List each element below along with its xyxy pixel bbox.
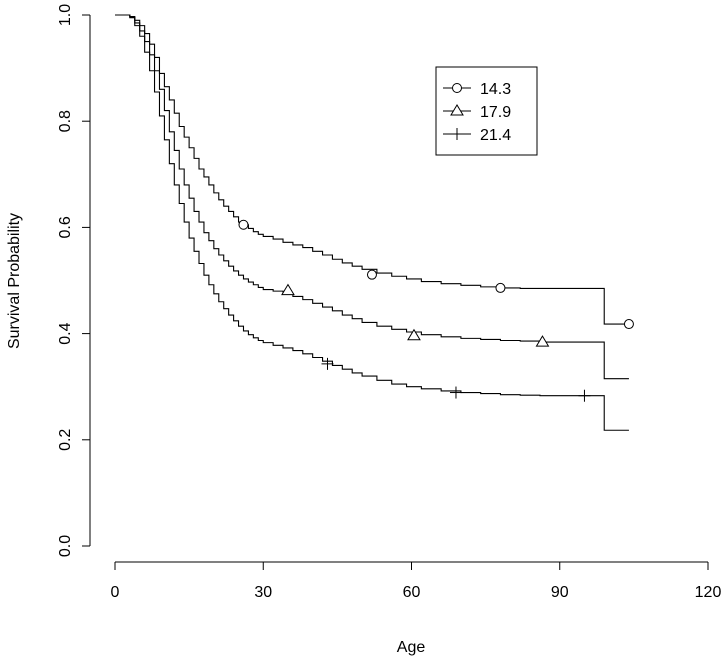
marker-21.4 [321,357,334,370]
marker-14.3 [623,319,634,330]
marker-14.3 [495,282,506,293]
legend-label: 17.9 [480,104,511,121]
marker-21.4 [449,386,462,399]
y-tick-label: 0.0 [57,535,74,557]
x-tick-label: 120 [695,584,722,601]
legend-marker-14.3 [452,83,462,93]
y-tick-label: 0.6 [57,216,74,238]
survival-curves [115,14,629,431]
marker-17.9 [535,335,550,347]
y-tick-label: 0.8 [57,110,74,132]
x-tick-label: 60 [403,584,421,601]
y-tick-label: 1.0 [57,4,74,26]
y-tick-label: 0.2 [57,429,74,451]
marker-14.3 [238,219,249,230]
y-axis-label: Survival Probability [6,213,23,349]
legend-label: 14.3 [480,81,511,98]
marker-17.9 [281,283,295,296]
x-tick-label: 0 [111,584,120,601]
legend-label: 21.4 [480,127,511,144]
curve-17.9 [115,14,629,380]
y-tick-label: 0.4 [57,322,74,344]
curve-14.3 [115,14,629,325]
marker-14.3 [366,269,377,280]
curve-21.4 [115,14,629,431]
censor-markers [238,219,634,402]
x-tick-label: 90 [551,584,569,601]
legend-marker-17.9 [450,104,464,116]
x-axis-label: Age [397,639,426,656]
marker-21.4 [578,389,591,402]
x-tick-label: 30 [254,584,272,601]
marker-17.9 [407,328,421,341]
legend-marker-21.4 [451,128,463,140]
legend: 14.3 17.9 21.4 [435,66,538,156]
axes: 0 30 60 90 120 0.0 0.2 0.4 0.6 0.8 1.0 [57,4,721,601]
